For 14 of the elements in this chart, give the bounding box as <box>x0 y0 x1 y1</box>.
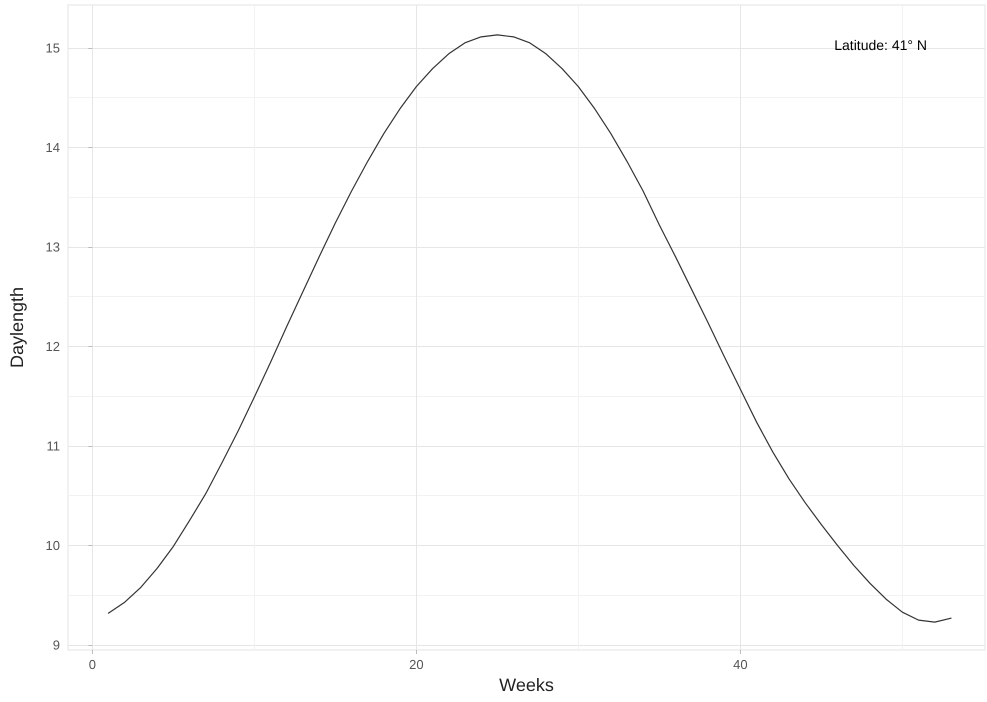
y-tick-label: 15 <box>46 40 60 56</box>
y-tick-label: 11 <box>46 438 60 454</box>
y-tick-label: 9 <box>52 638 60 653</box>
annotation: Latitude: 41° N <box>834 37 928 53</box>
y-axis-title: Daylength <box>7 286 27 368</box>
x-tick-label: 0 <box>88 657 96 672</box>
x-tick-label: 20 <box>409 657 424 672</box>
y-tick-label: 10 <box>46 538 60 553</box>
x-axis-title: Weeks <box>499 674 554 695</box>
y-tick-label: 12 <box>46 338 60 354</box>
line-series <box>108 34 952 623</box>
y-tick-label: 13 <box>46 239 60 254</box>
x-tick-label: 40 <box>733 657 748 672</box>
y-tick-label: 14 <box>46 140 60 155</box>
